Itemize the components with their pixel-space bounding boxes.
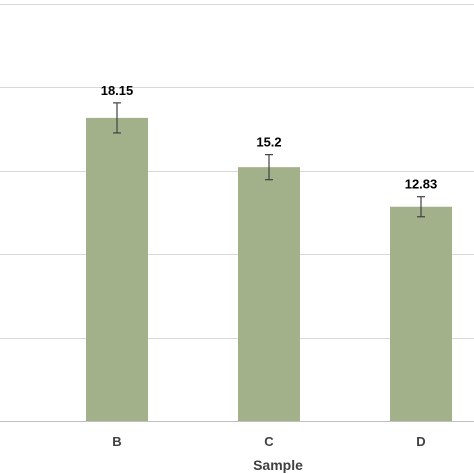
bar-c [238, 167, 300, 421]
error-bar [113, 102, 121, 134]
bar-d [390, 206, 452, 421]
error-bar [265, 154, 273, 181]
bars [86, 117, 452, 422]
x-tick-label: C [264, 434, 274, 449]
error-bars [113, 102, 425, 218]
bar-b [86, 117, 148, 422]
data-labels: 18.15 15.2 12.83 [101, 83, 438, 192]
error-bar [417, 196, 425, 218]
x-axis-title: Sample [253, 457, 303, 473]
x-tick-labels: B C D [112, 434, 425, 449]
data-label: 15.2 [256, 135, 281, 150]
data-label: 18.15 [101, 83, 134, 98]
x-tick-label: B [112, 434, 121, 449]
data-label: 12.83 [405, 177, 438, 192]
x-tick-label: D [416, 434, 425, 449]
